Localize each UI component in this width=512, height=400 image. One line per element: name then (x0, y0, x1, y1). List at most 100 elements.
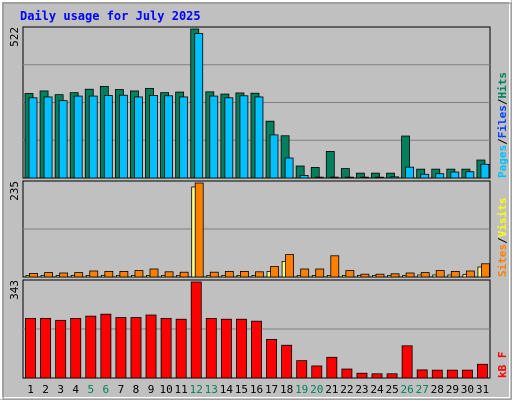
kbf-bar-day-10 (160, 317, 172, 379)
kbf-bar-day-19 (296, 360, 308, 379)
files-bar-day-4 (73, 95, 83, 179)
kbf-bar-day-7 (115, 317, 127, 379)
files-bar-day-11 (179, 96, 189, 179)
x-tick-label-day-20: 20 (310, 383, 323, 396)
x-tick-label-day-5: 5 (87, 383, 94, 396)
kbf-bar-day-14 (220, 318, 232, 379)
kbf-bar-day-16 (251, 320, 262, 379)
kbf-bar-day-24 (371, 373, 383, 379)
hits-bar-day-20 (310, 167, 320, 179)
files-bar-day-10 (164, 95, 173, 179)
x-tick-label-day-27: 27 (416, 383, 429, 396)
kbf-bar-day-6 (100, 313, 112, 379)
kbf-ytick-label: 343 (8, 280, 21, 300)
files-bar-day-2 (43, 96, 53, 179)
x-tick-label-day-13: 13 (205, 383, 218, 396)
files-bar-day-24 (375, 176, 384, 179)
kbf-bar-day-30 (461, 369, 473, 379)
visits-bar-day-5 (89, 270, 99, 278)
x-tick-label-day-21: 21 (325, 383, 338, 396)
kbf-bar-day-22 (341, 368, 353, 379)
visits-bar-day-8 (134, 270, 144, 278)
visits-bar-day-26 (405, 272, 415, 278)
visits-legend-entry: Visits (496, 198, 509, 238)
hits-legend-entry: / (496, 98, 509, 105)
visits-bar-day-9 (149, 268, 159, 278)
kbf-bar-day-8 (130, 317, 142, 379)
visits-legend-entry: / (496, 237, 509, 244)
visits-bar-day-18 (285, 254, 294, 278)
files-bar-day-5 (88, 95, 98, 179)
visits-bar-day-23 (360, 273, 370, 278)
x-tick-label-day-7: 7 (118, 383, 125, 396)
x-tick-label-day-1: 1 (27, 383, 34, 396)
visits-bar-day-22 (345, 270, 355, 278)
hits-legend: Pages/Files/Hits (496, 72, 509, 178)
visits-legend-entry: Sites (496, 244, 509, 277)
hits-legend-entry: / (496, 138, 509, 145)
files-bar-day-23 (360, 176, 369, 179)
visits-bar-day-25 (390, 273, 400, 278)
visits-bar-day-6 (104, 270, 114, 278)
visits-bar-day-21 (330, 255, 340, 278)
files-bar-day-21 (329, 176, 339, 179)
visits-bar-day-20 (315, 268, 325, 278)
visits-bar-day-10 (164, 271, 174, 278)
x-tick-label-day-12: 12 (190, 383, 203, 396)
files-bar-day-28 (435, 173, 445, 179)
x-tick-label-day-24: 24 (370, 383, 384, 396)
kbf-bar-day-1 (25, 317, 36, 379)
kbf-bar-day-29 (446, 369, 458, 379)
visits-panel: 235 Sites/Visits (8, 180, 509, 278)
visits-bar-day-7 (119, 270, 129, 278)
visits-bars (25, 182, 490, 278)
visits-bar-day-12 (194, 182, 204, 278)
x-tick-label-day-18: 18 (280, 383, 293, 396)
kbf-bar-day-17 (266, 338, 277, 379)
x-tick-label-day-6: 6 (103, 383, 110, 396)
kbf-bar-day-11 (175, 318, 187, 379)
visits-ytick-label: 235 (8, 181, 21, 201)
files-bar-day-18 (284, 157, 294, 179)
x-tick-label-day-3: 3 (57, 383, 64, 396)
x-tick-label-day-8: 8 (133, 383, 140, 396)
kbf-bar-day-31 (477, 363, 488, 379)
files-bar-day-31 (480, 163, 490, 179)
files-bar-day-30 (465, 171, 475, 179)
files-bar-day-25 (390, 176, 399, 179)
files-bar-day-22 (344, 176, 354, 179)
visits-bar-day-11 (179, 271, 189, 278)
visits-bar-day-16 (255, 271, 264, 278)
visits-bar-day-27 (420, 272, 430, 278)
kbf-bar-day-15 (236, 318, 247, 379)
visits-bar-day-29 (450, 270, 460, 278)
files-bar-day-3 (58, 100, 68, 179)
hits-bar-day-22 (340, 168, 350, 179)
files-bar-day-19 (299, 175, 309, 179)
kbf-bar-day-23 (356, 372, 368, 379)
kbf-bar-day-18 (281, 344, 293, 379)
kbf-bar-day-20 (311, 365, 323, 379)
hits-legend-entry: Hits (496, 72, 509, 99)
x-tick-label-day-17: 17 (265, 383, 278, 396)
x-tick-label-day-31: 31 (476, 383, 489, 396)
kbf-bar-day-9 (145, 314, 157, 379)
x-tick-label-day-11: 11 (175, 383, 188, 396)
visits-bar-day-30 (465, 270, 475, 278)
files-bar-day-9 (149, 95, 158, 179)
kbf-bar-day-27 (416, 369, 428, 379)
files-bar-day-16 (254, 96, 264, 179)
x-tick-label-day-10: 10 (159, 383, 172, 396)
x-tick-label-day-19: 19 (295, 383, 308, 396)
kbf-bar-day-25 (386, 373, 398, 379)
x-tick-label-day-2: 2 (42, 383, 49, 396)
x-axis-labels: 1 2 3 4 5 6 7 8 9 10 11 12 13 14 15 16 17 18 19 20 21 22 23 24 2… (27, 383, 489, 396)
files-bar-day-13 (209, 95, 219, 179)
x-tick-label-day-14: 14 (220, 383, 234, 396)
kbf-bar-day-5 (85, 315, 97, 379)
x-tick-label-day-28: 28 (431, 383, 444, 396)
x-tick-label-day-26: 26 (401, 383, 414, 396)
hits-bar-day-21 (325, 151, 335, 179)
kbf-bar-day-4 (70, 317, 82, 379)
visits-bar-day-14 (224, 270, 234, 278)
